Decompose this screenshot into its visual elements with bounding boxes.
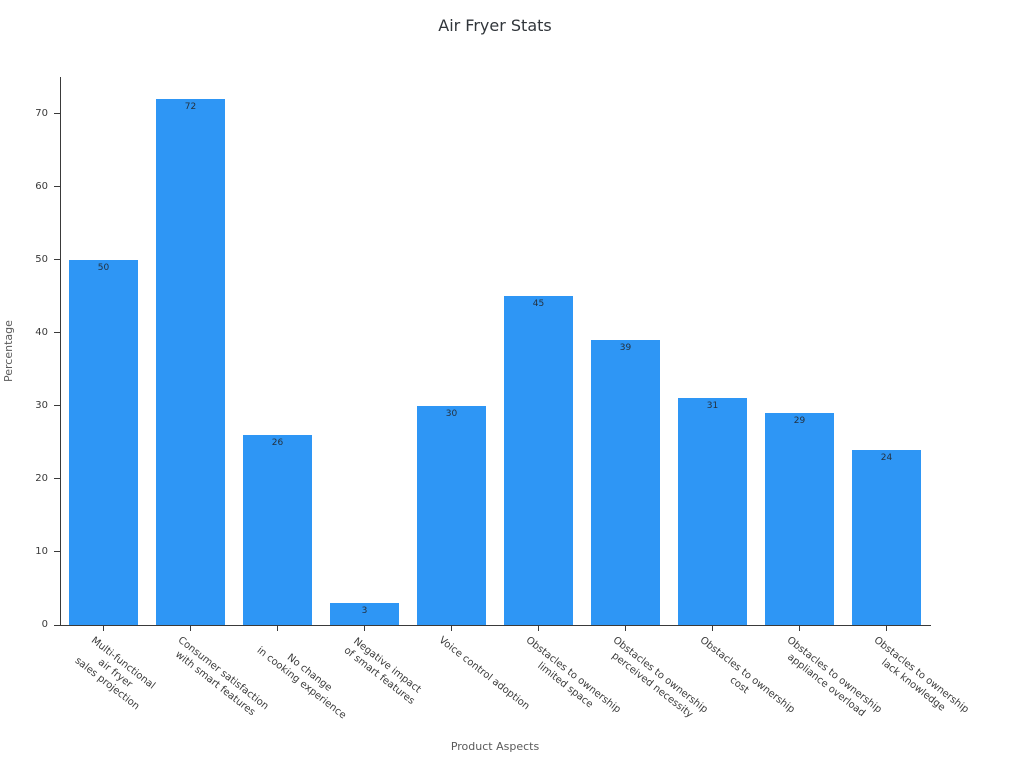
bar-value-label: 45 — [532, 299, 545, 310]
y-tick-mark — [54, 186, 60, 188]
x-tick-mark — [277, 626, 278, 631]
x-tick-label: Negative impact of smart features — [341, 636, 423, 707]
bar — [503, 296, 574, 625]
bar — [851, 449, 922, 625]
y-tick-label: 60 — [35, 180, 48, 192]
bar-value-label: 31 — [706, 401, 719, 412]
y-tick-mark — [54, 259, 60, 261]
x-tick-label: Voice control adoption — [436, 634, 531, 713]
y-tick-label: 40 — [35, 326, 48, 338]
bar — [155, 98, 226, 625]
x-tick-mark — [451, 626, 452, 631]
y-tick-label: 30 — [35, 399, 48, 411]
bar-value-label: 39 — [619, 343, 632, 354]
y-tick-label: 50 — [35, 253, 48, 265]
y-tick-label: 20 — [35, 472, 48, 484]
bar — [590, 340, 661, 625]
bar-value-label: 3 — [361, 606, 368, 617]
bar — [764, 413, 835, 625]
x-tick-label: Multi-functional air fryer sales project… — [72, 635, 157, 713]
x-tick-label: No change in cooking experience — [254, 645, 348, 722]
x-tick-mark — [538, 626, 539, 631]
bar — [677, 398, 748, 625]
chart-title: Air Fryer Stats — [438, 16, 552, 35]
bar-value-label: 24 — [880, 452, 893, 463]
y-tick-mark — [54, 332, 60, 334]
x-axis-spine — [60, 625, 931, 626]
x-tick-mark — [625, 626, 626, 631]
bar — [416, 405, 487, 625]
x-tick-label: Consumer satisfaction with smart feature… — [172, 634, 270, 719]
y-axis-label: Percentage — [2, 320, 15, 383]
x-tick-mark — [886, 626, 887, 631]
x-axis-label: Product Aspects — [450, 740, 540, 753]
y-tick-mark — [54, 551, 60, 553]
bar-value-label: 26 — [271, 438, 284, 449]
y-tick-label: 70 — [35, 107, 48, 119]
bar-value-label: 30 — [445, 408, 458, 419]
x-tick-mark — [712, 626, 713, 631]
y-tick-mark — [54, 624, 60, 626]
y-tick-mark — [54, 478, 60, 480]
bar — [242, 435, 313, 625]
y-axis-spine — [60, 77, 61, 626]
x-tick-mark — [103, 626, 104, 631]
x-tick-mark — [364, 626, 365, 631]
bar-value-label: 29 — [793, 416, 806, 427]
x-tick-mark — [190, 626, 191, 631]
bar — [68, 259, 139, 625]
y-tick-mark — [54, 113, 60, 115]
y-tick-mark — [54, 405, 60, 407]
y-tick-label: 10 — [35, 545, 48, 557]
bar-value-label: 50 — [97, 262, 110, 273]
x-tick-mark — [799, 626, 800, 631]
bar — [329, 603, 400, 625]
y-tick-label: 0 — [41, 619, 48, 630]
bar-value-label: 72 — [184, 101, 197, 112]
